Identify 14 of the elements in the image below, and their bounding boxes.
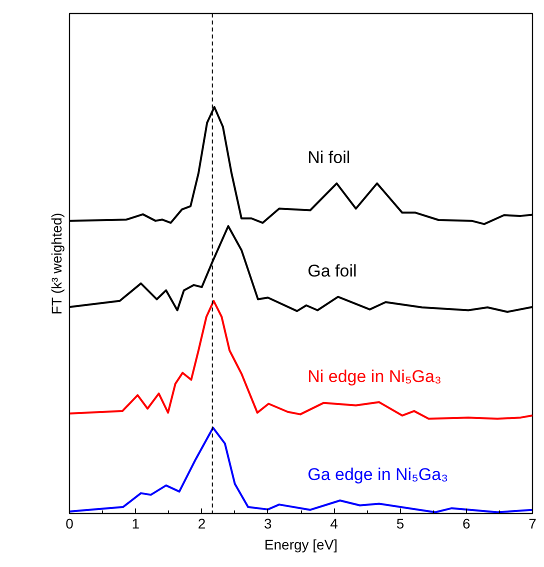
series-label: Ni edge in Ni₅Ga₃ bbox=[308, 366, 442, 386]
x-tick-label: 4 bbox=[330, 516, 338, 532]
series-label: Ni foil bbox=[308, 148, 350, 168]
series-label: Ga edge in Ni₅Ga₃ bbox=[308, 465, 448, 484]
x-tick-label: 2 bbox=[198, 516, 206, 532]
x-tick-label: 1 bbox=[132, 516, 140, 532]
x-tick-label: 5 bbox=[396, 516, 404, 532]
x-tick-label: 6 bbox=[462, 516, 470, 532]
x-tick-label: 0 bbox=[66, 516, 74, 532]
series-label: Ga foil bbox=[308, 262, 357, 281]
y-axis-title: FT (k³ weighted) bbox=[48, 212, 64, 314]
x-tick-label: 7 bbox=[528, 516, 537, 532]
x-tick-label: 3 bbox=[264, 516, 272, 532]
x-axis-title: Energy [eV] bbox=[264, 536, 338, 552]
